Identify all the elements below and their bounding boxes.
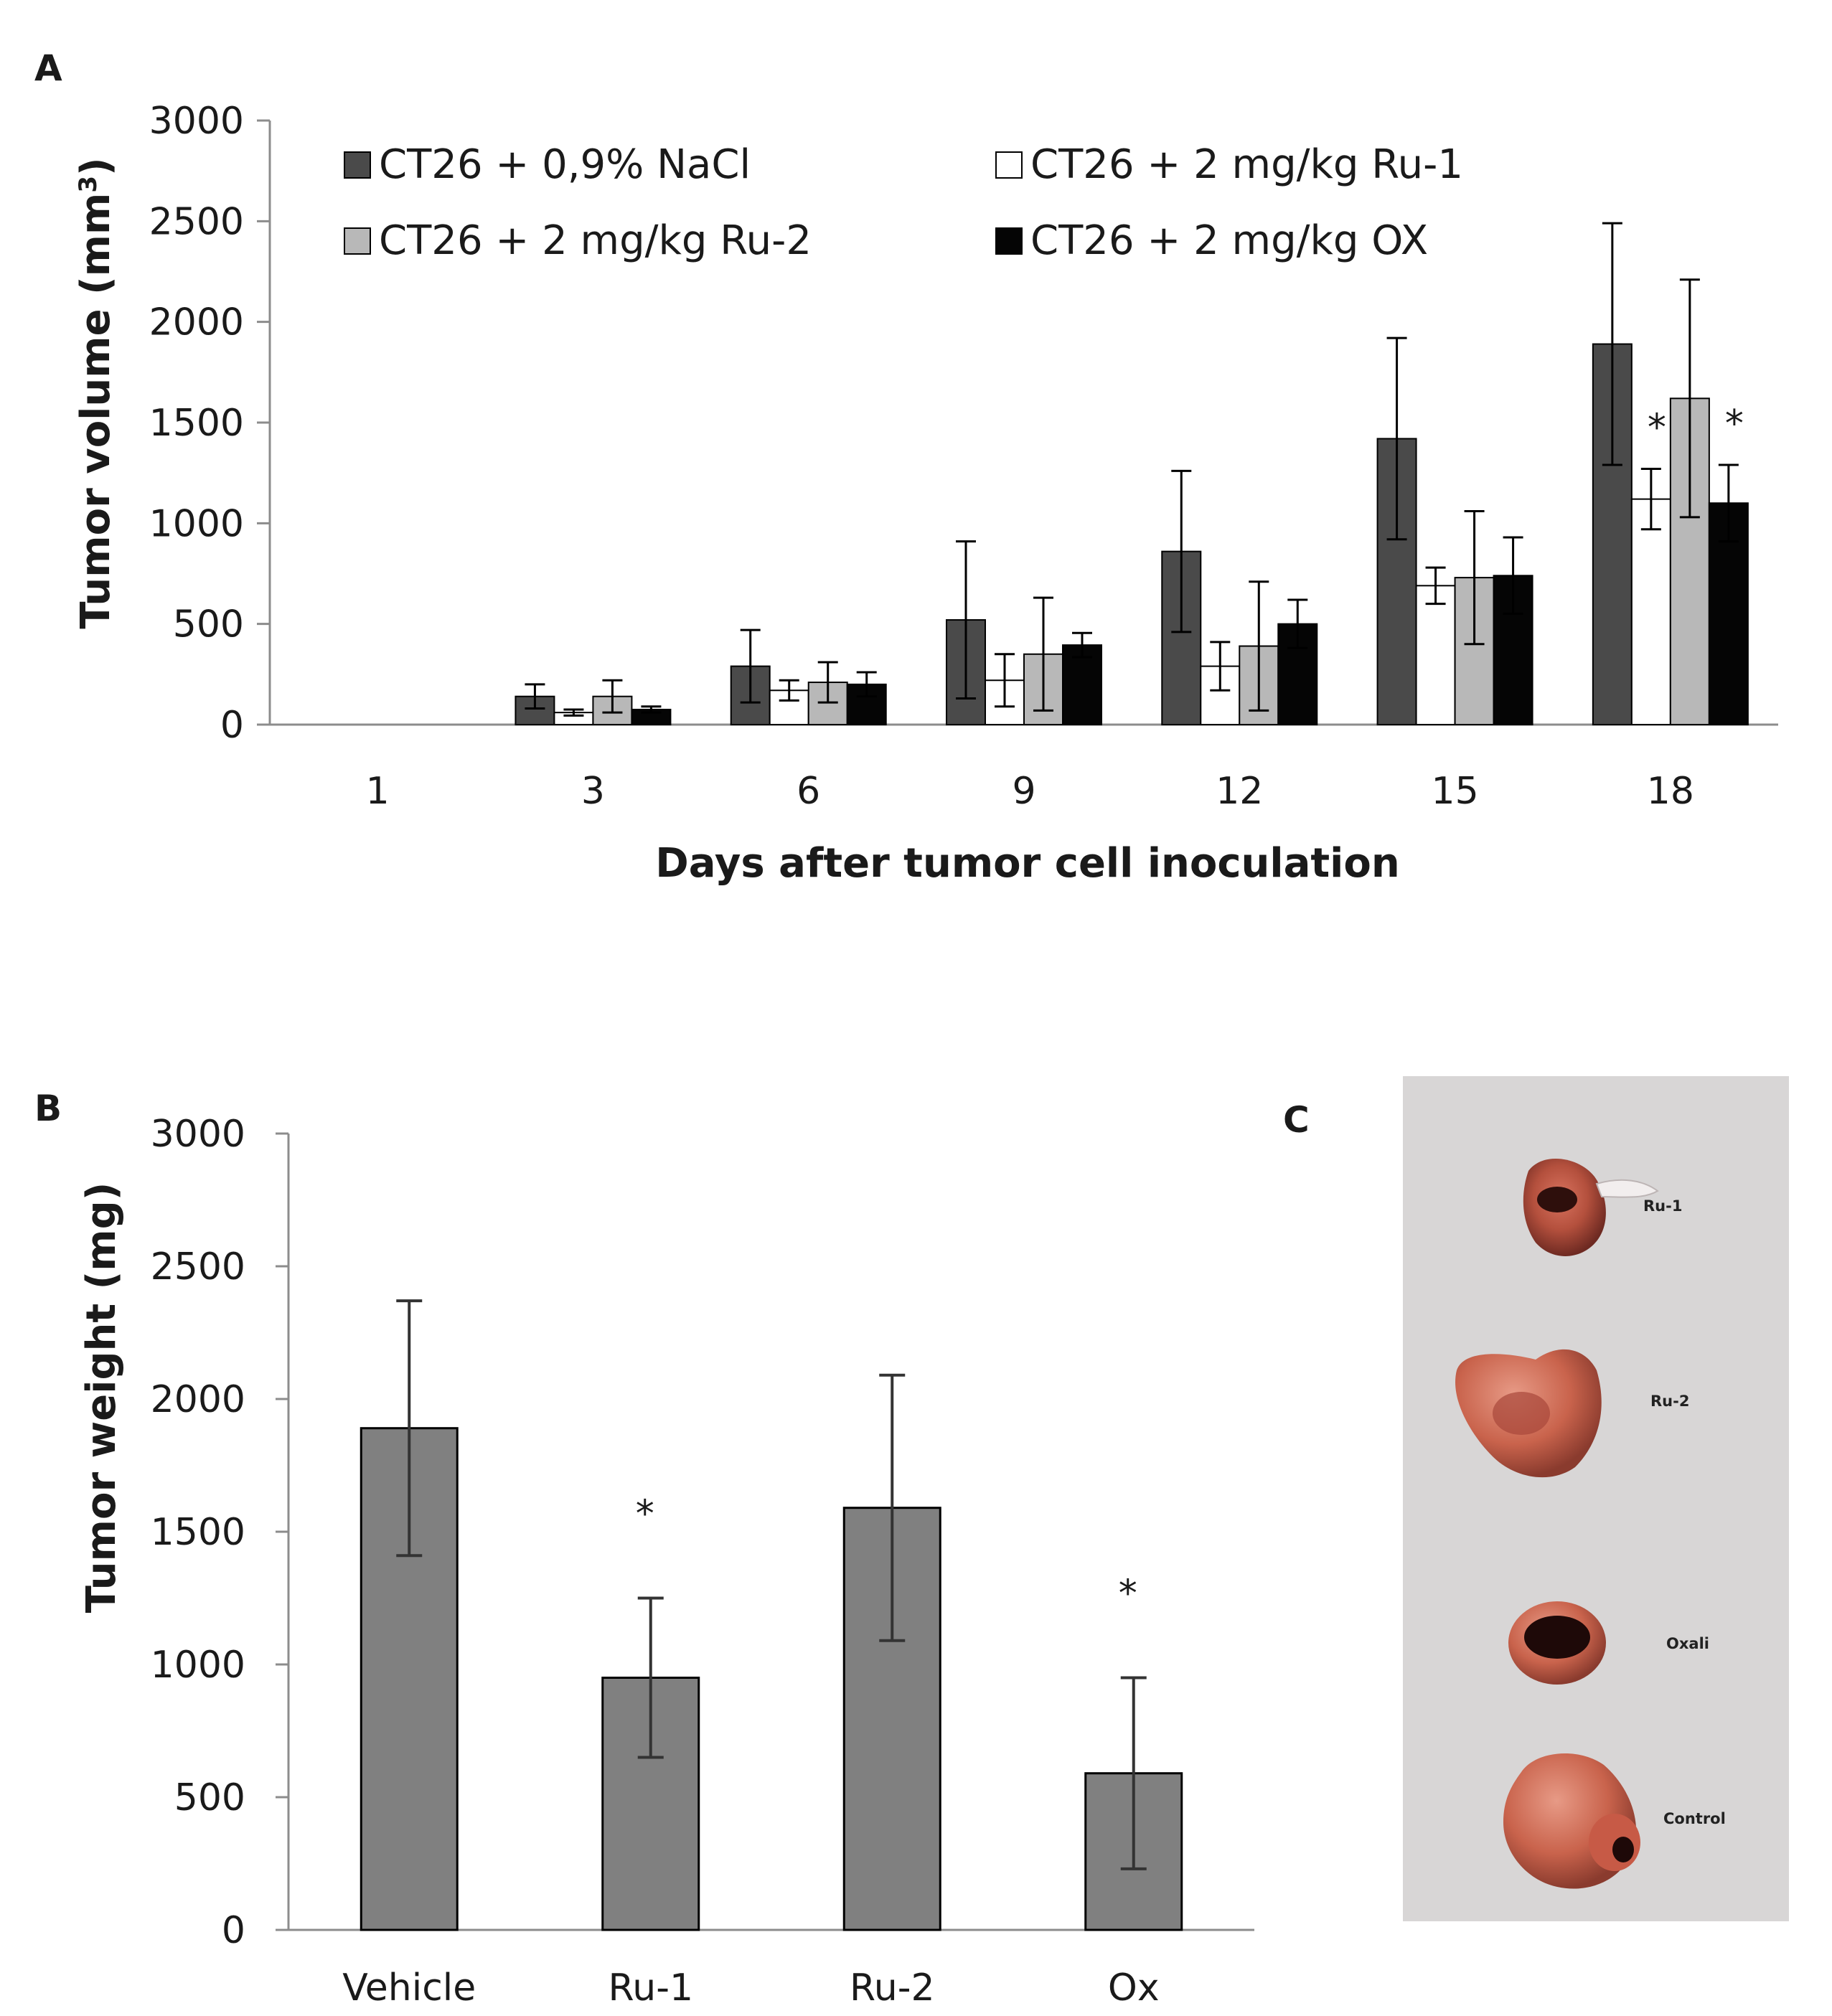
panel-a-error-bar [1464, 509, 1485, 646]
panel-a-y-tick-label: 1500 [149, 402, 244, 445]
panel-b-error-bar [396, 1299, 423, 1558]
photo-label-ru-1: Ru-1 [1643, 1197, 1682, 1215]
panel-b-x-tick-label: Ru-2 [850, 1966, 935, 2010]
panel-a-y-tick-label: 1000 [149, 502, 244, 545]
panel-a-legend-swatch [995, 151, 1023, 179]
panel-b-significance-star: * [1119, 1573, 1137, 1616]
panel-a-x-tick-label: 15 [1431, 770, 1478, 813]
photo-label-oxali: Oxali [1666, 1635, 1709, 1652]
panel-a-bar [1062, 644, 1102, 725]
panel-a-error-bar [1425, 566, 1446, 606]
panel-a-y-axis-title-sup: 3 [74, 176, 103, 193]
panel-a-legend-label: CT26 + 2 mg/kg Ru-2 [379, 217, 812, 264]
panel-a-x-tick-label: 1 [366, 770, 390, 813]
panel-a-y-tick-label: 2000 [149, 301, 244, 344]
panel-a-error-bar [563, 708, 584, 717]
panel-b-y-tick-label: 0 [222, 1909, 245, 1952]
panel-a-legend-swatch [344, 151, 371, 179]
panel-a-error-bar [956, 540, 976, 700]
panel-a-significance-star: * [1648, 407, 1666, 450]
panel-b-x-tick-label: Vehicle [342, 1966, 476, 2010]
tumor-ru-1 [1523, 1158, 1659, 1256]
panel-b-letter: B [34, 1088, 62, 1129]
tumor-ru-2 [1455, 1349, 1602, 1478]
panel-a-x-tick-label: 12 [1216, 770, 1263, 813]
panel-a-bar [1630, 498, 1671, 725]
panel-b-y-tick-label: 2500 [151, 1245, 245, 1289]
panel-a-significance-star: * [1725, 402, 1744, 446]
panel-b-x-tick-label: Ru-1 [608, 1966, 693, 2010]
panel-a-legend-swatch [344, 227, 371, 255]
panel-a-error-bar [1072, 631, 1092, 659]
tumor-oxali [1508, 1601, 1606, 1685]
panel-a-x-tick-label: 3 [581, 770, 605, 813]
panel-b-error-bar [1120, 1676, 1147, 1870]
panel-c-letter: C [1283, 1099, 1310, 1141]
panel-a-legend-label: CT26 + 0,9% NaCl [379, 141, 751, 188]
panel-a-bar [1415, 585, 1456, 726]
panel-a-y-axis-title-close: ) [72, 157, 119, 176]
panel-b-y-tick-label: 1000 [151, 1644, 245, 1687]
panel-a-x-axis-title: Days after tumor cell inoculation [655, 840, 1399, 887]
panel-b-y-axis-title: Tumor weight (mg) [78, 1182, 125, 1614]
panel-b-y-tick-label: 3000 [151, 1113, 245, 1156]
panel-a-error-bar [1171, 469, 1192, 633]
panel-a-error-bar [1679, 278, 1700, 519]
panel-a-error-bar [856, 671, 877, 698]
panel-b-chart: 0 500 1000 1500 2000 2500 3000 Vehicle Ru-1 Ru-2 O… [151, 1113, 1254, 2010]
panel-a-letter: A [34, 47, 62, 89]
panel-a-error-bar [1640, 468, 1661, 531]
panel-a-legend-label: CT26 + 2 mg/kg Ru-1 [1030, 141, 1463, 188]
panel-a-y-tick-label: 0 [220, 704, 244, 747]
tumor-photo: Ru-1 Ru-2 Oxali Control [1403, 1076, 1789, 1921]
panel-a-error-bar [1718, 463, 1739, 543]
panel-a-error-bar [1287, 598, 1308, 649]
panel-a-y-axis-title-main: Tumor volume (mm [72, 193, 119, 629]
panel-a-x-tick-label: 6 [797, 770, 820, 813]
panel-a-legend-swatch [995, 227, 1023, 255]
panel-a-y-tick-label: 500 [173, 603, 244, 646]
panel-a-error-bar [740, 628, 761, 704]
panel-b-significance-star: * [636, 1493, 654, 1536]
tumor-control [1503, 1753, 1640, 1889]
panel-a-error-bar [1033, 596, 1053, 712]
panel-b-y-tick-label: 2000 [151, 1378, 245, 1421]
panel-b-y-tick-label: 1500 [151, 1511, 245, 1554]
panel-b-error-bar [879, 1373, 906, 1642]
panel-a-error-bar [525, 683, 545, 710]
panel-a-error-bar [1249, 580, 1269, 712]
panel-a-error-bar [602, 679, 623, 714]
panel-a-y-tick-label: 3000 [149, 100, 244, 143]
panel-a-y-tick-label: 2500 [149, 200, 244, 243]
photo-label-ru-2: Ru-2 [1650, 1393, 1689, 1410]
panel-b-y-tick-label: 500 [174, 1776, 245, 1819]
panel-a-x-tick-label: 18 [1647, 770, 1694, 813]
panel-a-error-bar [779, 679, 799, 702]
panel-a-error-bar [1386, 336, 1407, 541]
panel-a-error-bar [641, 705, 662, 714]
panel-a-chart: 0 500 1000 1500 2000 2500 3000 1 3 6 9 12 15 18 * * CT26… [149, 100, 1778, 813]
panel-b-x-tick-label: Ox [1108, 1966, 1160, 2010]
panel-a-error-bar [1210, 641, 1231, 692]
panel-b-error-bar [637, 1596, 664, 1759]
photo-label-control: Control [1663, 1810, 1726, 1827]
panel-a-error-bar [1503, 536, 1523, 616]
panel-a-y-axis-title: Tumor volume (mm3) [72, 157, 119, 628]
panel-a-error-bar [817, 661, 838, 704]
panel-a-legend-label: CT26 + 2 mg/kg OX [1030, 217, 1428, 264]
panel-a-error-bar [995, 653, 1015, 708]
panel-a-x-tick-label: 9 [1012, 770, 1035, 813]
panel-a-error-bar [1602, 222, 1622, 466]
